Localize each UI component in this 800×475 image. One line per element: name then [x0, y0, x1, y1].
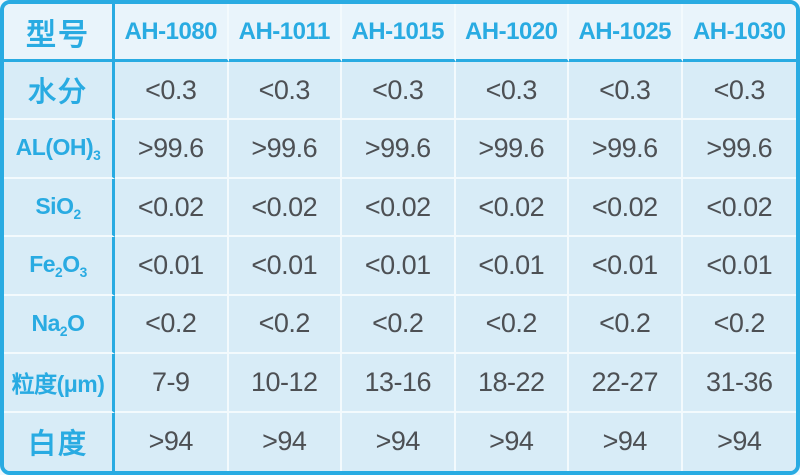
cell-particle-size-ah-1011: 10-12 [228, 354, 342, 413]
cell-fe2o3-ah-1030: <0.01 [682, 237, 796, 296]
cell-aloh3-ah-1011: >99.6 [228, 120, 342, 179]
cell-whiteness-ah-1011: >94 [228, 412, 342, 471]
cell-particle-size-ah-1025: 22-27 [569, 354, 683, 413]
label-segment: SiO [35, 192, 74, 219]
cell-sio2-ah-1080: <0.02 [115, 178, 229, 238]
row-label-text: Na2O [32, 310, 85, 339]
cell-whiteness-ah-1020: >94 [455, 412, 569, 471]
subscript: 2 [59, 323, 68, 339]
header-corner-model-label: 型号 [4, 4, 115, 62]
cell-aloh3-ah-1025: >99.6 [569, 120, 683, 179]
row-label-text: SiO2 [35, 192, 81, 222]
cell-na2o-ah-1025: <0.2 [569, 295, 683, 355]
subscript: 3 [79, 265, 88, 280]
row-label-text: 水分 [28, 70, 88, 110]
cell-moisture-ah-1080: <0.3 [115, 62, 229, 121]
row-label-text: AL(OH)3 [16, 134, 101, 163]
cell-whiteness-ah-1015: >94 [342, 412, 456, 471]
cell-na2o-ah-1015: <0.2 [342, 295, 456, 355]
cell-moisture-ah-1011: <0.3 [228, 62, 342, 121]
row-label-text: 粒度(μm) [12, 365, 105, 399]
subscript: 2 [73, 206, 81, 222]
row-label-text: 白度 [28, 422, 88, 462]
label-segment: 白度 [27, 427, 88, 459]
label-segment: AL(OH) [15, 134, 94, 161]
cell-particle-size-ah-1030: 31-36 [682, 354, 796, 413]
row-label-moisture: 水分 [4, 62, 115, 121]
cell-moisture-ah-1020: <0.3 [455, 62, 569, 121]
row-label-particle-size: 粒度(μm) [4, 354, 115, 413]
subscript: 2 [55, 265, 63, 280]
header-model-ah-1080: AH-1080 [115, 4, 229, 62]
row-label-aloh3: AL(OH)3 [4, 120, 115, 179]
label-segment: 水分 [27, 76, 88, 108]
cell-fe2o3-ah-1080: <0.01 [115, 237, 229, 296]
header-model-ah-1015: AH-1015 [342, 4, 456, 62]
cell-particle-size-ah-1015: 13-16 [342, 354, 456, 413]
row-label-sio2: SiO2 [4, 178, 115, 238]
cell-aloh3-ah-1015: >99.6 [342, 120, 456, 179]
cell-moisture-ah-1030: <0.3 [682, 62, 796, 121]
label-segment: O [62, 251, 80, 278]
cell-moisture-ah-1025: <0.3 [569, 62, 683, 121]
subscript: 3 [93, 148, 101, 164]
cell-fe2o3-ah-1015: <0.01 [342, 237, 456, 296]
cell-fe2o3-ah-1011: <0.01 [228, 237, 342, 296]
cell-fe2o3-ah-1020: <0.01 [455, 237, 569, 296]
row-label-whiteness: 白度 [4, 412, 115, 471]
cell-moisture-ah-1015: <0.3 [342, 62, 456, 121]
row-label-fe2o3: Fe2O3 [4, 237, 115, 296]
header-model-ah-1020: AH-1020 [455, 4, 569, 62]
cell-whiteness-ah-1025: >94 [569, 412, 683, 471]
cell-sio2-ah-1011: <0.02 [228, 178, 342, 238]
cell-sio2-ah-1020: <0.02 [455, 178, 569, 238]
label-segment: 粒度(μm) [11, 371, 105, 398]
label-segment: Fe [29, 251, 56, 278]
header-model-ah-1025: AH-1025 [569, 4, 683, 62]
cell-aloh3-ah-1030: >99.6 [682, 120, 796, 179]
cell-na2o-ah-1030: <0.2 [682, 295, 796, 355]
cell-aloh3-ah-1080: >99.6 [115, 120, 229, 179]
cell-na2o-ah-1020: <0.2 [455, 295, 569, 355]
header-model-ah-1030: AH-1030 [682, 4, 796, 62]
cell-sio2-ah-1015: <0.02 [342, 178, 456, 238]
row-label-na2o: Na2O [4, 295, 115, 355]
cell-whiteness-ah-1080: >94 [115, 412, 229, 471]
cell-sio2-ah-1030: <0.02 [682, 178, 796, 238]
cell-na2o-ah-1011: <0.2 [228, 295, 342, 355]
cell-whiteness-ah-1030: >94 [682, 412, 796, 471]
row-label-text: Fe2O3 [29, 251, 87, 280]
label-segment: O [67, 309, 85, 336]
label-segment: Na [31, 309, 61, 336]
cell-particle-size-ah-1080: 7-9 [115, 354, 229, 413]
cell-fe2o3-ah-1025: <0.01 [569, 237, 683, 296]
cell-particle-size-ah-1020: 18-22 [455, 354, 569, 413]
cell-aloh3-ah-1020: >99.6 [455, 120, 569, 179]
spec-table-grid: 型号 AH-1080 AH-1011 AH-1015 AH-1020 AH-1025 AH… [4, 4, 796, 471]
cell-na2o-ah-1080: <0.2 [115, 295, 229, 355]
cell-sio2-ah-1025: <0.02 [569, 178, 683, 238]
header-model-ah-1011: AH-1011 [228, 4, 342, 62]
